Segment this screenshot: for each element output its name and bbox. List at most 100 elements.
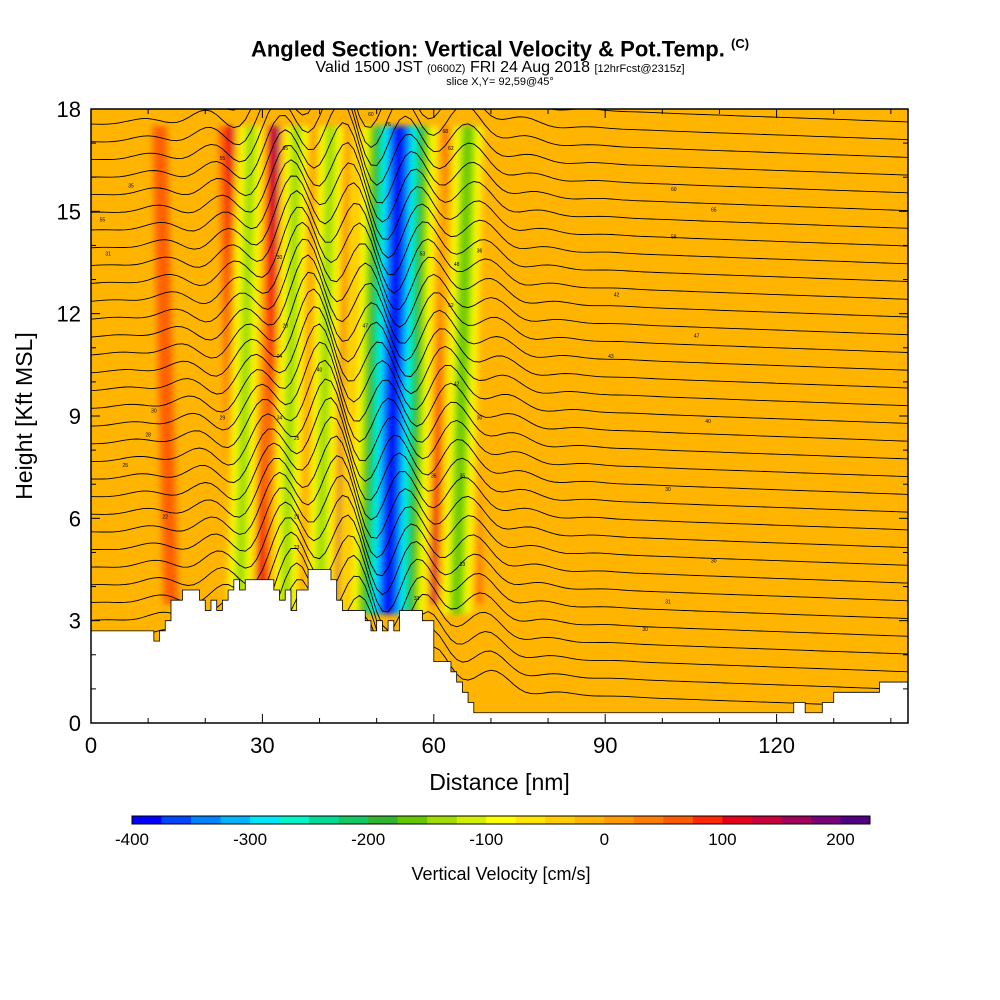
valid-time: Valid 1500 JST <box>315 59 423 76</box>
y-tick-label: 15 <box>57 199 81 224</box>
x-axis-title: Distance [nm] <box>429 769 570 795</box>
theta-contour-line <box>91 416 908 513</box>
contour-labels: 60 76 68 62 55 65 55 35 60 65 58 31 30 53 48 36 42 47 52 20… <box>100 112 717 633</box>
y-tick-label: 3 <box>69 609 81 634</box>
chart-subtitle: Valid 1500 JST (0600Z) FRI 24 Aug 2018 [… <box>0 59 1000 77</box>
contour-label: 65 <box>282 146 288 152</box>
theta-contour-line <box>91 341 908 442</box>
contour-label: 33 <box>414 596 420 602</box>
contour-label: 30 <box>277 255 283 261</box>
theta-contour-line <box>91 206 908 300</box>
contour-label: 55 <box>220 156 226 162</box>
contour-label: 31 <box>665 600 671 606</box>
colorbar-swatch <box>486 816 517 824</box>
contour-label: 28 <box>145 432 151 438</box>
colorbar-swatch <box>309 816 340 824</box>
theta-contour-line <box>91 109 908 158</box>
theta-contour-line <box>91 141 908 229</box>
theta-contour-line <box>91 109 908 141</box>
colorbar-tick-label: -300 <box>233 830 267 849</box>
downdraft-core <box>315 126 336 614</box>
contour-label: 33 <box>460 562 466 568</box>
theta-contour-line <box>91 288 908 389</box>
chart-title-text: Angled Section: Vertical Velocity & Pot.… <box>250 36 725 62</box>
theta-contour-line <box>91 306 908 407</box>
chart-title-unit: (C) <box>731 36 750 51</box>
contour-label: 60 <box>368 112 374 118</box>
contour-label: 35 <box>128 183 134 189</box>
theta-contour-line <box>91 531 908 620</box>
colorbar-swatch <box>663 816 694 824</box>
contour-label: 22 <box>162 514 168 520</box>
colorbar-swatch <box>456 816 487 824</box>
contour-label: 29 <box>294 514 300 520</box>
theta-contour-line <box>91 271 908 371</box>
theta-contour-line <box>91 122 908 212</box>
colorbar-swatch <box>368 816 399 824</box>
y-tick-label: 12 <box>57 302 81 327</box>
x-tick-label: 60 <box>422 733 446 758</box>
colorbar-frame <box>131 815 871 825</box>
contour-label: 20 <box>282 323 288 329</box>
y-tick-label: 9 <box>69 404 81 429</box>
contour-label: 30 <box>711 559 717 565</box>
contour-label: 47 <box>362 323 368 329</box>
contour-label: 42 <box>454 381 460 387</box>
contour-label: 42 <box>614 293 620 299</box>
theta-contour-line <box>91 175 908 265</box>
y-axis-title: Height [Kft MSL] <box>11 332 37 499</box>
x-tick-label: 120 <box>758 733 795 758</box>
theta-contour-line <box>91 109 908 194</box>
colorbar: -400 -300 -200 -100 0 100 200 Vertical Velocity… <box>115 815 871 884</box>
contour-label: 48 <box>454 262 460 268</box>
x-tick-label: 90 <box>593 733 617 758</box>
colorbar-swatch <box>781 816 812 824</box>
contour-label: 52 <box>448 303 454 309</box>
colorbar-tick-label: -200 <box>351 830 385 849</box>
colorbar-swatch <box>250 816 280 824</box>
contour-label: 31 <box>105 252 111 258</box>
contour-label: 36 <box>477 248 483 254</box>
colorbar-swatch <box>604 816 635 824</box>
contour-label: 30 <box>665 487 671 493</box>
colorbar-tick-label: 100 <box>708 830 736 849</box>
theta-contour-line <box>91 397 908 495</box>
colorbar-swatch <box>751 816 782 824</box>
y-tick-label: 18 <box>57 97 81 122</box>
theta-contour-line <box>91 254 908 353</box>
y-tick-label: 6 <box>69 506 81 531</box>
colorbar-swatch <box>132 816 162 824</box>
theta-contour-line <box>91 494 908 584</box>
theta-contour-line <box>91 455 908 549</box>
contour-label: 40 <box>317 368 323 374</box>
colorbar-title: Vertical Velocity [cm/s] <box>411 864 590 884</box>
theta-contour-line <box>91 514 908 602</box>
contour-label: 40 <box>705 419 711 425</box>
downdraft-core <box>383 126 404 614</box>
downdraft-core <box>235 126 256 614</box>
colorbar-swatch <box>338 816 369 824</box>
valid-time-utc: (0600Z) <box>426 63 466 75</box>
theta-contour-line <box>91 359 908 460</box>
forecast-info: [12hrFcst@2315z] <box>594 63 685 75</box>
colorbar-swatch <box>810 816 841 824</box>
theta-contour-line <box>91 190 908 282</box>
chart-title: Angled Section: Vertical Velocity & Pot.… <box>0 36 1000 62</box>
contour-label: 34 <box>277 415 283 421</box>
theta-contour-line <box>91 221 908 318</box>
theta-contour-line <box>91 323 908 424</box>
theta-contour-line <box>91 435 908 531</box>
contour-label: 55 <box>100 218 106 224</box>
colorbar-tick-label: -100 <box>469 830 503 849</box>
colorbar-swatch <box>397 816 428 824</box>
theta-contour-line <box>91 109 908 176</box>
valid-date: FRI 24 Aug 2018 <box>469 59 591 76</box>
colorbar-swatch <box>191 816 221 824</box>
slice-info: slice X,Y= 92,59@45° <box>446 76 554 88</box>
colorbar-swatch <box>220 816 251 824</box>
colorbar-swatch <box>840 816 871 824</box>
contour-label: 65 <box>711 207 717 213</box>
colorbar-tick-label: -400 <box>115 830 149 849</box>
